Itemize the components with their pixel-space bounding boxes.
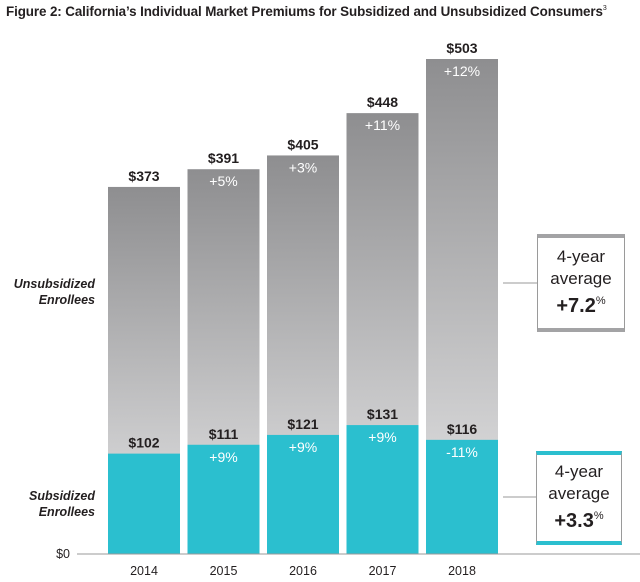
unsubsidized-label-line1: Unsubsidized bbox=[13, 277, 95, 291]
unsubsidized-value-label: $405 bbox=[287, 136, 318, 152]
subsidized-change-label: -11% bbox=[446, 444, 478, 460]
average-value: +7.2% bbox=[538, 290, 624, 317]
unsubsidized-label-line2: Enrollees bbox=[38, 293, 95, 307]
subsidized-bar-2016 bbox=[267, 434, 339, 554]
unsubsidized-label: Unsubsidized Enrollees bbox=[0, 276, 95, 308]
subsidized-value-label: $131 bbox=[367, 406, 398, 422]
unsubsidized-value-label: $373 bbox=[128, 168, 159, 184]
average-line1: 4-year bbox=[556, 247, 606, 266]
subsidized-change-label: +9% bbox=[209, 449, 237, 465]
subsidized-change-label: +9% bbox=[368, 429, 396, 445]
subsidized-bar-2018 bbox=[426, 439, 498, 554]
subsidized-label: Subsidized Enrollees bbox=[0, 488, 95, 520]
subsidized-bar-2015 bbox=[187, 444, 260, 554]
subsidized-average-box: 4-year average +3.3% bbox=[536, 451, 622, 545]
unsubsidized-value-label: $503 bbox=[446, 40, 477, 56]
unsubsidized-change-label: +11% bbox=[365, 117, 400, 133]
average-line2: average bbox=[550, 269, 612, 288]
x-tick-label-2015: 2015 bbox=[210, 564, 238, 578]
unsubsidized-change-label: +3% bbox=[289, 159, 317, 175]
unsubsidized-value-label: $391 bbox=[208, 150, 239, 166]
x-tick-label-2016: 2016 bbox=[289, 564, 317, 578]
subsidized-bar-2014 bbox=[108, 453, 180, 554]
average-value-number: +3.3 bbox=[554, 510, 594, 532]
y-tick-label: $0 bbox=[56, 547, 70, 561]
average-value-number: +7.2 bbox=[556, 295, 596, 317]
title-footnote: 3 bbox=[602, 5, 607, 12]
subsidized-value-label: $121 bbox=[287, 416, 318, 432]
subsidized-value-label: $102 bbox=[128, 435, 159, 451]
subsidized-value-label: $116 bbox=[447, 421, 478, 437]
unsubsidized-average-box: 4-year average +7.2% bbox=[537, 234, 625, 332]
subsidized-value-label: $111 bbox=[209, 426, 239, 442]
subsidized-bar-2017 bbox=[346, 425, 419, 554]
unsubsidized-change-label: +5% bbox=[209, 173, 237, 189]
subsidized-change-label: +9% bbox=[289, 439, 317, 455]
unsubsidized-change-label: +12% bbox=[444, 63, 480, 79]
subsidized-label-line2: Enrollees bbox=[38, 505, 95, 519]
chart-title-text: Figure 2: California’s Individual Market… bbox=[6, 4, 603, 19]
chart-title: Figure 2: California’s Individual Market… bbox=[6, 4, 607, 19]
average-value-unit: % bbox=[593, 510, 604, 522]
x-tick-label-2014: 2014 bbox=[130, 564, 158, 578]
x-tick-label-2017: 2017 bbox=[369, 564, 397, 578]
x-tick-label-2018: 2018 bbox=[448, 564, 476, 578]
average-value-unit: % bbox=[595, 295, 606, 307]
subsidized-label-line1: Subsidized bbox=[29, 489, 95, 503]
average-line1: 4-year bbox=[554, 462, 604, 481]
unsubsidized-value-label: $448 bbox=[367, 94, 398, 110]
average-value: +3.3% bbox=[537, 505, 621, 532]
average-line2: average bbox=[548, 484, 610, 503]
